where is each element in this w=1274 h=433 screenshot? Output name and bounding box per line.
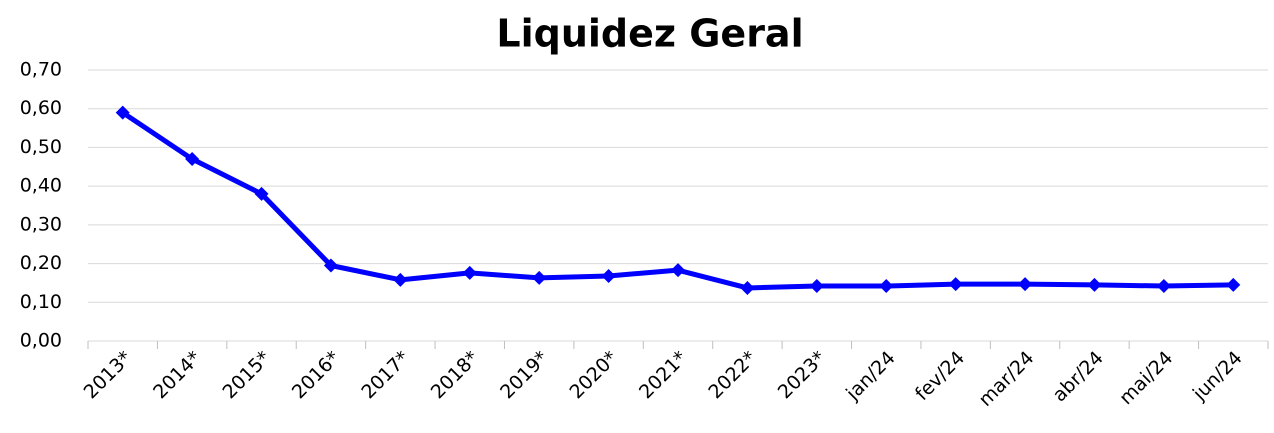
marker — [601, 268, 616, 283]
chart-title: Liquidez Geral — [496, 12, 803, 56]
line — [121, 110, 1234, 291]
marker — [254, 186, 269, 201]
marker — [1226, 277, 1241, 292]
marker — [185, 152, 200, 167]
marker — [532, 270, 547, 285]
marker — [879, 279, 894, 294]
marker — [393, 272, 408, 287]
marker — [948, 277, 963, 292]
x-tick-label: mai/24 — [1115, 347, 1177, 409]
x-tick-label: 2015* — [218, 347, 274, 403]
x-tick-label: 2018* — [427, 347, 483, 403]
x-tick-label: 2016* — [288, 347, 344, 403]
marker — [1087, 277, 1102, 292]
x-tick-label: 2021* — [635, 347, 691, 403]
y-tick-label: 0,00 — [20, 330, 62, 352]
x-tick-label: fev/24 — [911, 347, 969, 405]
y-tick-label: 0,40 — [20, 175, 62, 197]
y-tick-label: 0,50 — [20, 136, 62, 158]
marker — [1018, 277, 1033, 292]
x-tick-label: mar/24 — [974, 347, 1038, 411]
x-tick-label: jun/24 — [1188, 347, 1247, 406]
x-tick-label: 2014* — [149, 347, 205, 403]
marker — [462, 265, 477, 280]
x-tick-label: 2023* — [774, 347, 830, 403]
x-tick-label: 2020* — [566, 347, 622, 403]
y-tick-label: 0,70 — [20, 59, 62, 81]
x-tick-label: abr/24 — [1048, 347, 1107, 406]
y-tick-label: 0,60 — [20, 97, 62, 119]
marker — [671, 263, 685, 278]
marker — [323, 258, 338, 273]
marker — [115, 105, 130, 120]
x-tick-label: 2013* — [80, 347, 136, 403]
x-tick-label: 2017* — [357, 347, 413, 403]
y-tick-label: 0,20 — [20, 252, 62, 274]
marker — [740, 280, 755, 295]
marker — [809, 279, 824, 294]
x-tick-label: 2019* — [496, 347, 552, 403]
y-tick-label: 0,10 — [20, 291, 62, 313]
marker — [1156, 279, 1171, 294]
x-tick-label: 2022* — [704, 347, 760, 403]
x-tick-label: jan/24 — [841, 347, 899, 405]
y-tick-label: 0,30 — [20, 213, 62, 235]
